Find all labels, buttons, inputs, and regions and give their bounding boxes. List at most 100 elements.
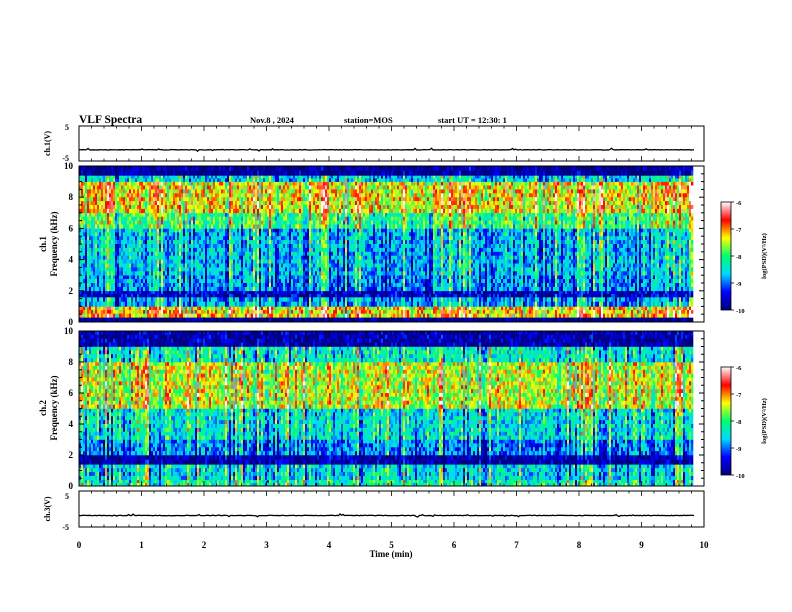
spectrogram-cell	[147, 275, 149, 279]
spectrogram-cell	[237, 186, 239, 190]
spectrogram-cell	[149, 244, 151, 248]
spectrogram-cell	[97, 256, 99, 260]
spectrogram-cell	[81, 260, 83, 264]
spectrogram-cell	[273, 209, 275, 213]
spectrogram-cell	[85, 291, 87, 294]
spectrogram-cell	[169, 201, 171, 205]
spectrogram-cell	[97, 264, 99, 268]
spectrogram-cell	[143, 197, 145, 201]
spectrogram-cell	[95, 225, 97, 229]
spectrogram-cell	[161, 294, 163, 297]
spectrogram-cell	[269, 178, 271, 181]
spectrogram-cell	[291, 236, 293, 240]
spectrogram-cell	[253, 171, 255, 176]
spectrogram-cell	[103, 260, 105, 264]
spectrogram-cell	[171, 302, 173, 307]
spectrogram-cell	[99, 166, 101, 171]
spectrogram-cell	[155, 252, 157, 256]
spectrogram-cell	[279, 217, 281, 221]
spectrogram-cell	[269, 197, 271, 201]
spectrogram-cell	[97, 297, 99, 302]
spectrogram-cell	[117, 197, 119, 201]
spectrogram-cell	[241, 275, 243, 279]
spectrogram-cell	[259, 283, 261, 287]
spectrogram-cell	[101, 287, 103, 291]
spectrogram-cell	[201, 252, 203, 256]
spectrogram-cell	[283, 240, 285, 244]
spectrogram-cell	[237, 189, 239, 193]
spectrogram-cell	[121, 283, 123, 287]
spectrogram-cell	[83, 182, 85, 186]
spectrogram-cell	[85, 205, 87, 209]
spectrogram-cell	[273, 225, 275, 229]
spectrogram-cell	[171, 232, 173, 236]
spectrogram-cell	[109, 252, 111, 256]
spectrogram-cell	[291, 175, 293, 178]
spectrogram-cell	[207, 228, 209, 232]
spectrogram-cell	[85, 244, 87, 248]
spectrogram-cell	[99, 252, 101, 256]
spectrogram-cell	[195, 287, 197, 291]
spectrogram-cell	[183, 240, 185, 244]
spectrogram-cell	[185, 283, 187, 287]
spectrogram-cell	[209, 297, 211, 302]
spectrogram-cell	[291, 182, 293, 186]
spectrogram-cell	[293, 225, 295, 229]
spectrogram-cell	[203, 232, 205, 236]
spectrogram-cell	[109, 264, 111, 268]
spectrogram-cell	[219, 182, 221, 186]
spectrogram-cell	[183, 186, 185, 190]
spectrogram-cell	[281, 306, 283, 310]
spectrogram-cell	[157, 217, 159, 221]
spectrogram-cell	[281, 213, 283, 217]
spectrogram-cell	[195, 213, 197, 217]
spectrogram-cell	[109, 213, 111, 217]
spectrogram-cell	[125, 178, 127, 181]
spectrogram-cell	[205, 306, 207, 310]
spectrogram-cell	[161, 193, 163, 197]
spectrogram-cell	[121, 166, 123, 171]
spectrogram-cell	[153, 256, 155, 260]
spectrogram-cell	[81, 275, 83, 279]
spectrogram-cell	[251, 197, 253, 201]
spectrogram-cell	[253, 306, 255, 310]
spectrogram-cell	[121, 178, 123, 181]
spectrogram-cell	[153, 225, 155, 229]
spectrogram-cell	[237, 314, 239, 318]
spectrogram-cell	[189, 175, 191, 178]
spectrogram-cell	[241, 175, 243, 178]
spectrogram-cell	[133, 302, 135, 307]
spectrogram-cell	[283, 171, 285, 176]
spectrogram-cell	[129, 248, 131, 252]
spectrogram-cell	[209, 228, 211, 232]
spectrogram-cell	[155, 186, 157, 190]
spectrogram-cell	[181, 314, 183, 318]
spectrogram-cell	[115, 201, 117, 205]
spectrogram-cell	[81, 213, 83, 217]
spectrogram-cell	[235, 256, 237, 260]
spectrogram-cell	[105, 291, 107, 294]
spectrogram-cell	[143, 302, 145, 307]
spectrogram-cell	[293, 244, 295, 248]
spectrogram-cell	[205, 221, 207, 225]
spectrogram-cell	[149, 302, 151, 307]
spectrogram-cell	[93, 178, 95, 181]
spectrogram-cell	[105, 264, 107, 268]
spectrogram-cell	[133, 193, 135, 197]
spectrogram-cell	[189, 294, 191, 297]
spectrogram-cell	[163, 197, 165, 201]
spectrogram-cell	[129, 283, 131, 287]
spectrogram-cell	[253, 252, 255, 256]
spectrogram-cell	[125, 314, 127, 318]
spectrogram-cell	[243, 240, 245, 244]
spectrogram-cell	[189, 240, 191, 244]
spectrogram-cell	[151, 260, 153, 264]
spectrogram-cell	[287, 193, 289, 197]
spectrogram-cell	[271, 267, 273, 271]
spectrogram-cell	[295, 314, 297, 318]
spectrogram-cell	[237, 197, 239, 201]
spectrogram-cell	[223, 186, 225, 190]
spectrogram-cell	[275, 314, 277, 318]
spectrogram-cell	[103, 228, 105, 232]
spectrogram-cell	[223, 197, 225, 201]
